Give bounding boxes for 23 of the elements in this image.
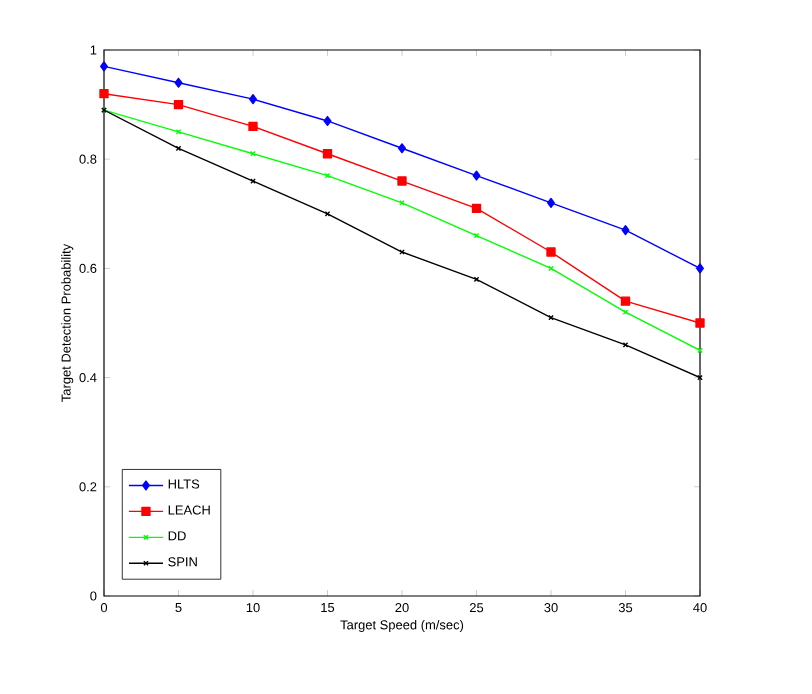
point	[398, 143, 406, 154]
point	[174, 77, 183, 88]
point	[100, 61, 108, 72]
point	[696, 263, 704, 274]
point	[547, 197, 555, 208]
point	[249, 94, 257, 105]
point	[322, 149, 333, 159]
point	[248, 121, 258, 132]
point	[99, 88, 109, 99]
point	[621, 225, 630, 236]
point	[324, 172, 331, 179]
point	[472, 170, 481, 181]
point	[399, 200, 405, 206]
point	[471, 203, 482, 214]
point	[546, 247, 556, 257]
point	[323, 115, 332, 127]
point	[695, 318, 705, 328]
point	[397, 176, 407, 186]
point	[250, 178, 256, 184]
point	[620, 296, 631, 306]
point	[473, 232, 480, 239]
point	[173, 99, 184, 110]
point	[473, 276, 480, 283]
